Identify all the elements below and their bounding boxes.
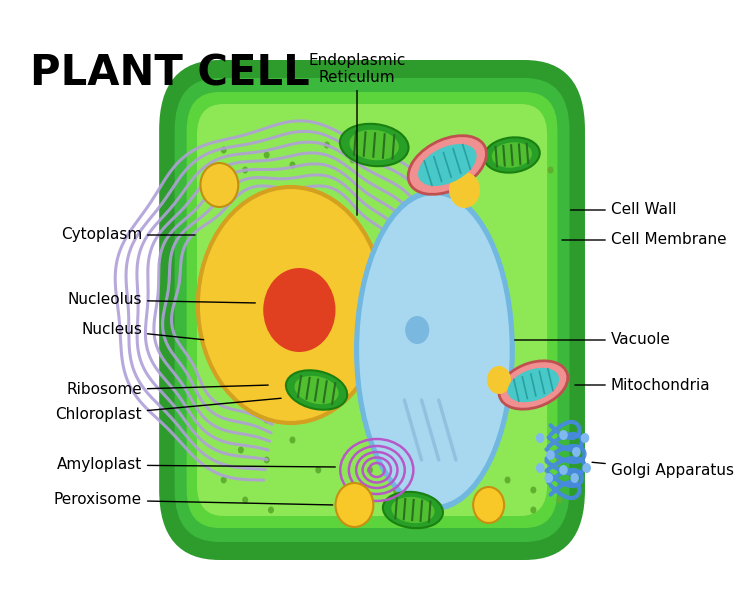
Circle shape xyxy=(410,162,416,168)
Text: Golgi Apparatus: Golgi Apparatus xyxy=(592,462,734,478)
Ellipse shape xyxy=(508,368,559,402)
Text: Endoplasmic
Reticulum: Endoplasmic Reticulum xyxy=(308,53,406,216)
Circle shape xyxy=(263,268,336,352)
Circle shape xyxy=(242,497,248,503)
Circle shape xyxy=(225,297,231,303)
FancyBboxPatch shape xyxy=(159,60,585,560)
Circle shape xyxy=(581,433,590,443)
Circle shape xyxy=(221,337,227,343)
Ellipse shape xyxy=(408,136,486,195)
Ellipse shape xyxy=(492,142,532,168)
Circle shape xyxy=(548,167,553,174)
Circle shape xyxy=(531,487,537,494)
Ellipse shape xyxy=(340,124,408,166)
Ellipse shape xyxy=(354,189,515,511)
Circle shape xyxy=(324,141,330,149)
Ellipse shape xyxy=(383,492,443,528)
Text: Nucleus: Nucleus xyxy=(81,322,204,340)
Text: PLANT CELL: PLANT CELL xyxy=(30,52,310,94)
Circle shape xyxy=(247,306,252,313)
Circle shape xyxy=(242,167,248,174)
Text: Amyloplast: Amyloplast xyxy=(57,457,336,472)
Ellipse shape xyxy=(484,137,539,173)
Circle shape xyxy=(473,487,504,523)
Circle shape xyxy=(478,457,485,463)
FancyBboxPatch shape xyxy=(197,104,547,516)
Circle shape xyxy=(556,457,562,463)
Circle shape xyxy=(393,487,399,494)
Circle shape xyxy=(449,172,480,208)
Text: Cell Membrane: Cell Membrane xyxy=(562,232,726,248)
Circle shape xyxy=(487,366,511,394)
Circle shape xyxy=(461,167,467,174)
Ellipse shape xyxy=(350,130,399,160)
Text: Ribosome: Ribosome xyxy=(66,383,268,398)
Text: Vacuole: Vacuole xyxy=(514,333,670,347)
Circle shape xyxy=(545,473,553,483)
Circle shape xyxy=(263,352,269,359)
Circle shape xyxy=(221,476,227,484)
Circle shape xyxy=(238,447,244,454)
Circle shape xyxy=(531,506,537,513)
Circle shape xyxy=(221,196,227,204)
Ellipse shape xyxy=(359,195,510,505)
Circle shape xyxy=(242,346,248,353)
Circle shape xyxy=(556,497,562,503)
Text: Nucleolus: Nucleolus xyxy=(68,293,255,307)
FancyBboxPatch shape xyxy=(174,78,570,542)
Ellipse shape xyxy=(198,187,383,423)
Circle shape xyxy=(221,377,227,383)
Ellipse shape xyxy=(286,370,347,410)
Circle shape xyxy=(582,463,591,473)
Circle shape xyxy=(572,447,581,457)
Text: Chloroplast: Chloroplast xyxy=(55,398,281,423)
Ellipse shape xyxy=(392,497,434,523)
Circle shape xyxy=(367,506,373,513)
Circle shape xyxy=(546,450,555,460)
Circle shape xyxy=(263,457,269,463)
Circle shape xyxy=(289,436,295,444)
Ellipse shape xyxy=(294,376,339,404)
Text: Cytoplasm: Cytoplasm xyxy=(60,227,195,242)
Text: Mitochondria: Mitochondria xyxy=(575,377,710,392)
Circle shape xyxy=(350,156,355,164)
Circle shape xyxy=(272,192,278,198)
Circle shape xyxy=(247,207,252,214)
Circle shape xyxy=(268,506,274,513)
Circle shape xyxy=(263,417,269,423)
Circle shape xyxy=(384,146,390,153)
Circle shape xyxy=(336,483,373,527)
FancyBboxPatch shape xyxy=(187,92,557,528)
Circle shape xyxy=(289,162,295,168)
Circle shape xyxy=(536,463,545,473)
Ellipse shape xyxy=(499,361,567,409)
Circle shape xyxy=(419,506,425,513)
Circle shape xyxy=(559,465,567,475)
Circle shape xyxy=(406,316,429,344)
Circle shape xyxy=(289,341,295,349)
Circle shape xyxy=(513,162,519,168)
Circle shape xyxy=(263,152,269,158)
Circle shape xyxy=(419,497,425,503)
Circle shape xyxy=(367,466,373,473)
Circle shape xyxy=(536,433,545,443)
Circle shape xyxy=(221,146,227,153)
Ellipse shape xyxy=(418,144,477,186)
Circle shape xyxy=(393,516,399,524)
Circle shape xyxy=(315,466,322,473)
Circle shape xyxy=(436,152,442,158)
Circle shape xyxy=(200,163,238,207)
Circle shape xyxy=(445,476,450,484)
Circle shape xyxy=(238,396,244,404)
Circle shape xyxy=(531,152,537,158)
Circle shape xyxy=(289,407,295,414)
Text: Peroxisome: Peroxisome xyxy=(54,493,333,507)
Circle shape xyxy=(570,473,579,483)
Text: Cell Wall: Cell Wall xyxy=(570,202,676,217)
Circle shape xyxy=(487,146,493,153)
Circle shape xyxy=(559,430,567,440)
Circle shape xyxy=(505,476,511,484)
